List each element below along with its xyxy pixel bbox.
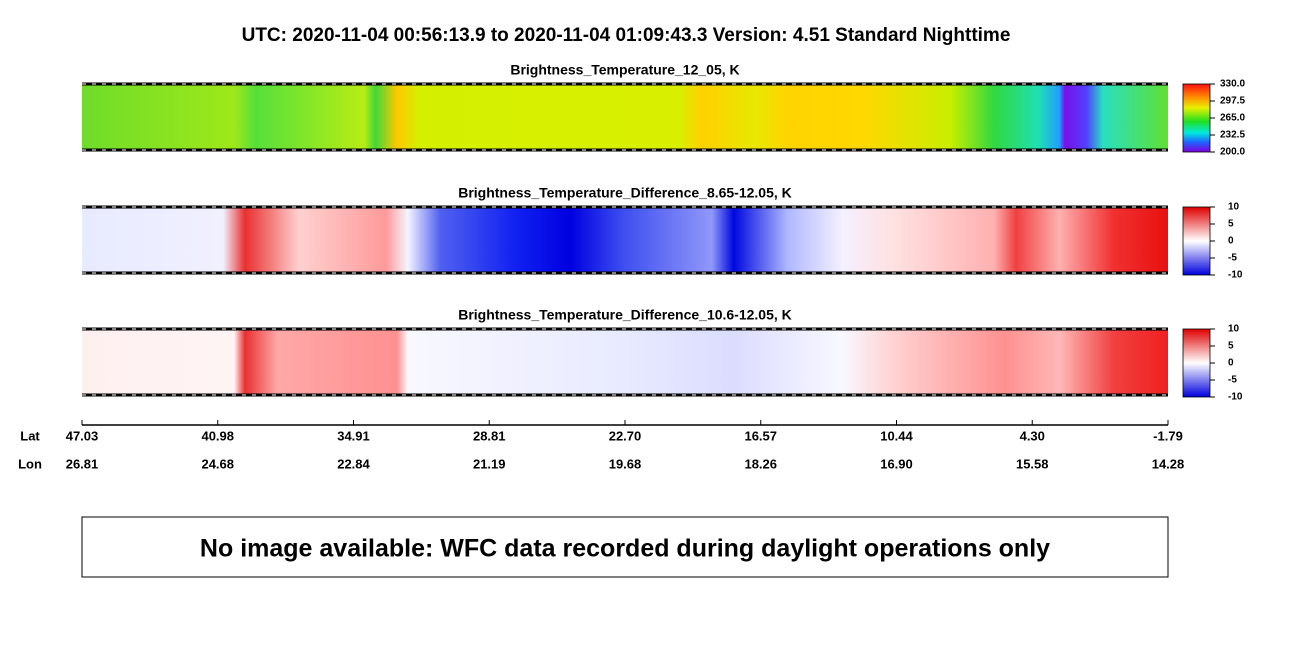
colorbar-label: -10 <box>1228 392 1243 403</box>
colorbar-label: 297.5 <box>1220 96 1245 107</box>
colorbar <box>1182 206 1211 276</box>
lat-value: 40.98 <box>201 428 234 443</box>
colorbar-label: 330.0 <box>1220 79 1245 90</box>
colorbar-label: 5 <box>1228 341 1234 352</box>
colorbar-label: 0 <box>1228 358 1234 369</box>
title: UTC: 2020-11-04 00:56:13.9 to 2020-11-04… <box>242 25 1011 46</box>
colorbar-label: 200.0 <box>1220 147 1245 158</box>
axis-labels: 47.03 26.81 40.98 24.68 34.91 22.84 28.81 21.19… <box>66 420 1185 471</box>
lon-value: 24.68 <box>201 456 234 471</box>
lon-value: 18.26 <box>744 456 777 471</box>
colorbar-label: -10 <box>1228 270 1243 281</box>
lat-value: 16.57 <box>744 428 777 443</box>
panels: Brightness_Temperature_12_05, K 330.0 297.… <box>82 62 1245 403</box>
colorbar-label: 0 <box>1228 236 1234 247</box>
lon-value: 14.28 <box>1152 456 1185 471</box>
lon-value: 15.58 <box>1016 456 1049 471</box>
colorbar-label: 232.5 <box>1220 130 1245 141</box>
colorbar-label: -5 <box>1228 375 1237 386</box>
colorbar <box>1182 83 1211 153</box>
lon-value: 21.19 <box>473 456 506 471</box>
lat-value: 10.44 <box>880 428 913 443</box>
lon-value: 19.68 <box>609 456 642 471</box>
lon-label: Lon <box>18 456 42 471</box>
colorbar-label: 10 <box>1228 202 1240 213</box>
colorbar-label: -5 <box>1228 253 1237 264</box>
lat-value: 4.30 <box>1020 428 1045 443</box>
lat-value: -1.79 <box>1153 428 1183 443</box>
lon-value: 22.84 <box>337 456 370 471</box>
colorbar-label: 5 <box>1228 219 1234 230</box>
lat-value: 47.03 <box>66 428 99 443</box>
lon-value: 16.90 <box>880 456 913 471</box>
data-strip <box>82 84 1168 150</box>
note-box <box>81 516 1169 578</box>
colorbar-label: 10 <box>1228 324 1240 335</box>
panel-title: Brightness_Temperature_Difference_10.6-1… <box>458 307 792 323</box>
lat-value: 28.81 <box>473 428 506 443</box>
note: No image available: WFC data recorded du… <box>200 535 1050 563</box>
lat-value: 34.91 <box>337 428 370 443</box>
data-strip <box>82 207 1168 273</box>
panel-title: Brightness_Temperature_Difference_8.65-1… <box>458 185 792 201</box>
panel-title: Brightness_Temperature_12_05, K <box>510 62 739 78</box>
lat-label: Lat <box>20 428 40 443</box>
data-strip <box>82 329 1168 395</box>
lat-value: 22.70 <box>609 428 642 443</box>
lon-value: 26.81 <box>66 456 99 471</box>
colorbar-label: 265.0 <box>1220 113 1245 124</box>
colorbar <box>1182 328 1211 398</box>
